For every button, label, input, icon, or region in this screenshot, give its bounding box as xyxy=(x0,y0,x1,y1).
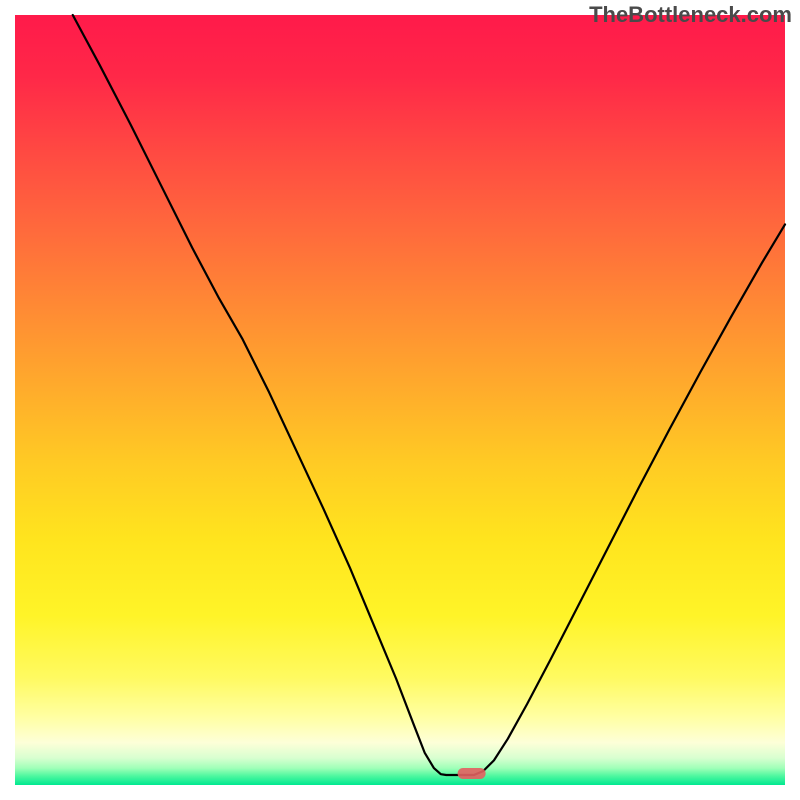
plot-background xyxy=(15,15,785,785)
bottleneck-chart: TheBottleneck.com xyxy=(0,0,800,800)
chart-svg xyxy=(0,0,800,800)
minimum-marker xyxy=(458,768,486,779)
watermark-text: TheBottleneck.com xyxy=(589,2,792,28)
